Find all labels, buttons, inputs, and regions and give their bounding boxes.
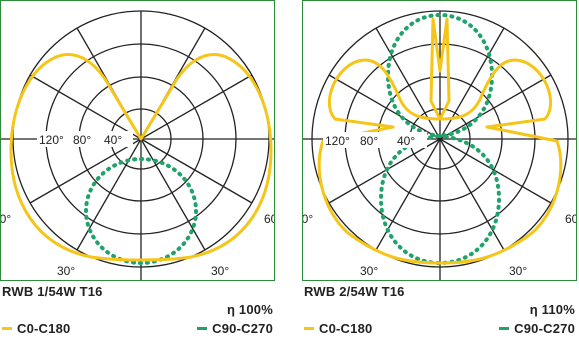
angle-label-40: 40°	[397, 134, 415, 148]
legend-swatch-yellow	[2, 327, 12, 330]
polar-grid-1: 120° 80° 40° 60° 60° 30° 30°	[1, 10, 275, 280]
angle-label-80: 80°	[360, 134, 378, 148]
angle-label-side-right: 60°	[565, 212, 577, 226]
angle-label-bottom-left: 30°	[360, 264, 378, 278]
legend-label: C90-C270	[212, 321, 273, 336]
legend-swatch-green	[499, 327, 510, 330]
polar-grid-2: 120° 80° 40° 60° 60° 30° 30°	[303, 10, 577, 280]
angle-label-side-right: 60°	[264, 212, 275, 226]
curve-c0-c180	[317, 17, 563, 265]
angle-label-120: 120°	[39, 133, 64, 147]
polar-diagram-1: 120° 80° 40° 60° 60° 30° 30°	[0, 0, 275, 281]
angle-label-80: 80°	[73, 133, 91, 147]
efficiency-value: η 110%	[529, 302, 575, 317]
legend-swatch-green	[197, 327, 208, 330]
curve-c90-c270	[378, 12, 502, 266]
polar-diagram-2: 120° 80° 40° 60° 60° 30° 30°	[302, 0, 577, 281]
angle-label-bottom-left: 30°	[57, 264, 75, 278]
legend-item-c0-c180: C0-C180	[2, 321, 70, 336]
angle-label-side-left: 60°	[303, 212, 313, 226]
angle-label-bottom-right: 30°	[509, 264, 527, 278]
legend-item-c0-c180: C0-C180	[304, 321, 372, 336]
legend-label: C0-C180	[319, 321, 373, 336]
legend-item-c90-c270: C90-C270	[197, 321, 273, 336]
diagram-title: RWB 1/54W T16	[2, 284, 103, 299]
curve-c0-c180	[9, 53, 273, 262]
angle-label-120: 120°	[325, 134, 350, 148]
legend-label: C90-C270	[514, 321, 575, 336]
curve-c90-c270	[84, 157, 198, 265]
diagram-panel-1: 120° 80° 40° 60° 60° 30° 30° RWB 1/54W T…	[0, 0, 275, 343]
efficiency-value: η 100%	[226, 302, 273, 317]
angle-label-40: 40°	[104, 133, 122, 147]
legend-swatch-yellow	[304, 327, 314, 330]
diagram-title: RWB 2/54W T16	[304, 284, 405, 299]
diagram-panel-2: 120° 80° 40° 60° 60° 30° 30° RWB 2/54W T…	[302, 0, 577, 343]
angle-label-bottom-right: 30°	[211, 264, 229, 278]
legend-item-c90-c270: C90-C270	[499, 321, 575, 336]
legend-label: C0-C180	[17, 321, 71, 336]
angle-label-side-left: 60°	[1, 212, 11, 226]
